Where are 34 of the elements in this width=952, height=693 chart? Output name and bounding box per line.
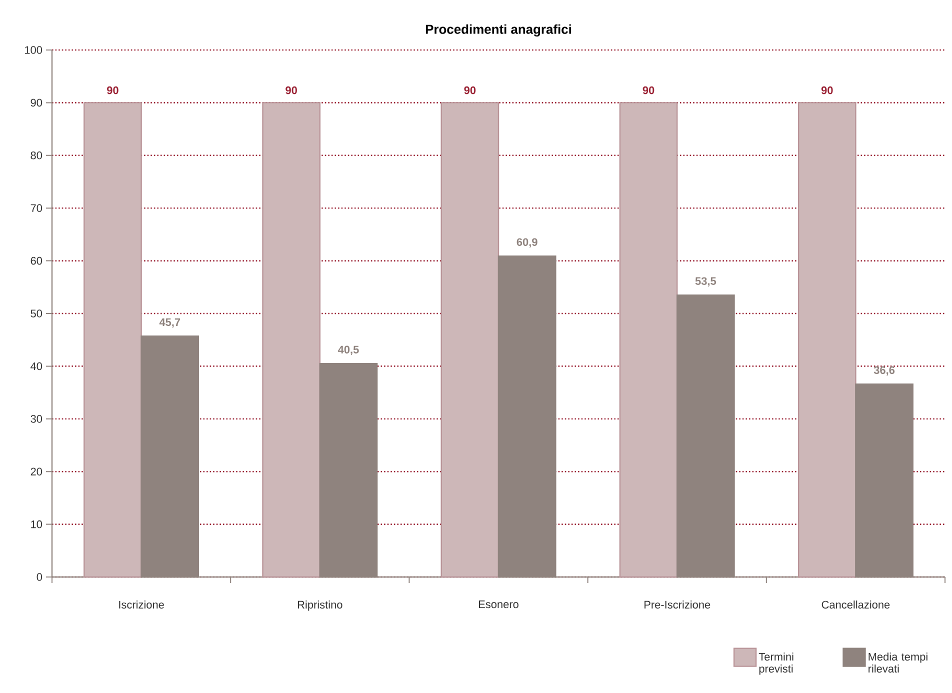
data-label: 90 [286,86,297,94]
y-tick-label: 50 [30,310,42,318]
y-tick-label: 70 [30,204,42,212]
x-tick-label: Cancellazione [822,600,890,609]
data-label: 60,9 [516,238,538,248]
data-label: 45,7 [159,318,180,328]
data-label: 90 [642,86,654,94]
legend-label: Termini previsti [758,652,794,675]
y-tick-label: 90 [30,98,42,107]
data-label: 90 [464,86,476,94]
bar [262,102,320,578]
y-tick-label: 40 [30,362,42,370]
y-tick-label: 10 [31,520,42,528]
data-label: 53,5 [695,277,716,287]
x-tick-label: Iscrizione [119,600,164,609]
y-tick-label: 0 [36,573,42,581]
chart-title: Procedimenti anagrafici [426,24,571,36]
y-tick-label: 60 [30,256,42,265]
y-tick-label: 20 [30,468,42,476]
x-tick-label: Pre-Iscrizione [644,600,710,609]
bar [440,102,500,578]
y-tick-label: 30 [30,415,42,423]
x-tick-label: Esonero [479,600,518,608]
bar [84,102,142,578]
data-label: 40,5 [338,346,359,356]
y-tick-label: 100 [25,46,42,54]
y-tick-label: 80 [30,152,42,160]
data-label: 90 [821,86,833,94]
data-label: 90 [107,86,118,94]
bar [619,102,678,578]
x-tick-label: Ripristino [298,600,342,611]
data-label: 36,6 [874,366,895,376]
legend-label: Media tempi rilevati [868,652,928,673]
bar [798,102,856,578]
